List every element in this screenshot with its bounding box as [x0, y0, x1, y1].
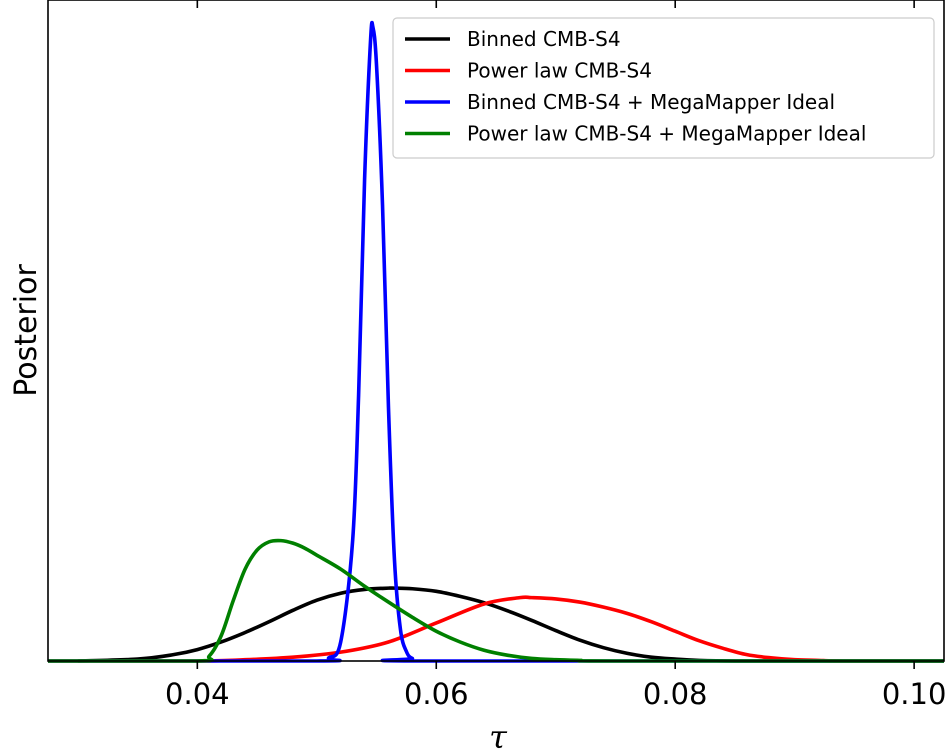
legend-label: Binned CMB-S4 + MegaMapper Ideal [467, 90, 835, 114]
plot-area: 0.04 0.06 0.08 0.10 [47, 0, 946, 711]
legend-entry: Binned CMB-S4 + MegaMapper Ideal [405, 90, 835, 114]
legend-label: Power law CMB-S4 + MegaMapper Ideal [467, 122, 866, 146]
series-line-4 [48, 538, 944, 663]
series-lines [48, 20, 944, 663]
series-line-2 [48, 595, 944, 663]
legend-entry: Binned CMB-S4 [405, 27, 621, 51]
legend: Binned CMB-S4 Power law CMB-S4 Binned CMB-… [392, 17, 935, 159]
legend-box [392, 17, 935, 159]
x-axis-label: τ [489, 718, 508, 756]
x-tick-label: 0.06 [404, 677, 469, 711]
y-axis-label: Posterior [9, 264, 44, 397]
x-tick-label: 0.10 [882, 677, 947, 711]
legend-label: Binned CMB-S4 [467, 27, 621, 51]
legend-entry: Power law CMB-S4 + MegaMapper Ideal [405, 122, 866, 146]
x-tick-label: 0.04 [165, 677, 230, 711]
series-line-3 [48, 20, 944, 663]
x-tick-label: 0.08 [643, 677, 708, 711]
legend-entry: Power law CMB-S4 [405, 59, 652, 83]
legend-label: Power law CMB-S4 [467, 59, 652, 83]
axes-frame [47, 0, 945, 662]
x-ticks: 0.04 0.06 0.08 0.10 [165, 0, 946, 711]
series-line-1 [77, 586, 944, 663]
